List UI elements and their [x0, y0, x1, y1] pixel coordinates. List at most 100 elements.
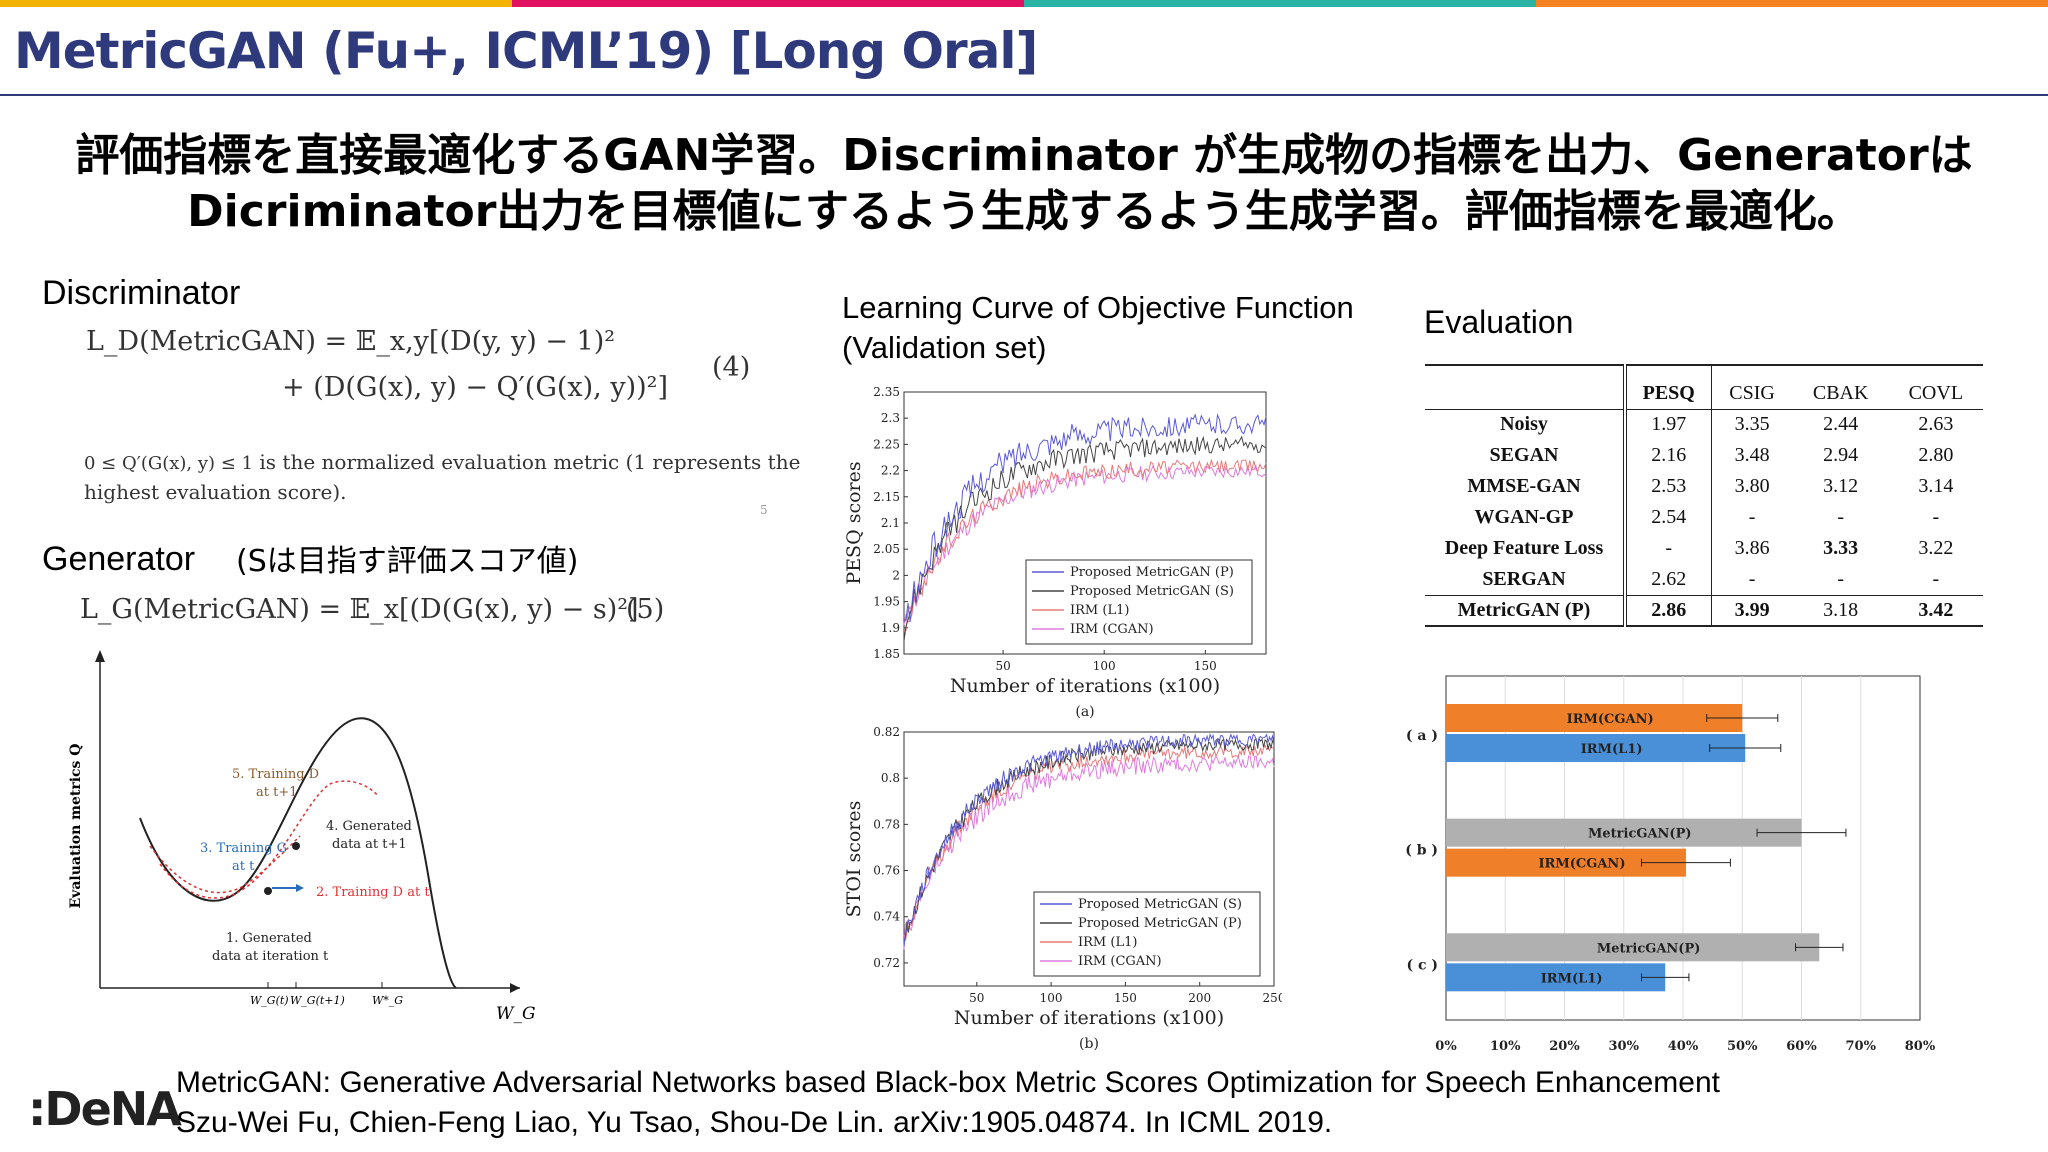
bar-label: IRM(CGAN) — [1538, 857, 1625, 872]
training-diagram: Evaluation metrics Q W_G 5. Training D a… — [68, 650, 536, 1024]
note-text: is the normalized evaluation metric (1 r… — [253, 450, 801, 474]
legend-label: IRM (CGAN) — [1078, 954, 1162, 969]
x-tick-label: 150 — [1114, 991, 1137, 1005]
label-generated-next: 4. Generated — [326, 819, 412, 834]
bar — [1446, 963, 1666, 992]
label-generated: 1. Generated — [226, 931, 312, 946]
learning-curve-heading-1: Learning Curve of Objective Function — [842, 290, 1354, 325]
cell-pesq: 2.53 — [1623, 471, 1711, 502]
bar-label: MetricGAN(P) — [1597, 941, 1701, 956]
title-divider — [0, 94, 2048, 96]
cell-method: WGAN-GP — [1474, 506, 1574, 528]
cell-cbak: 3.33 — [1823, 537, 1859, 559]
bar-label: IRM(CGAN) — [1567, 712, 1654, 727]
cell-pesq: 1.97 — [1623, 409, 1711, 440]
y-tick-label: 0.72 — [873, 956, 900, 970]
generator-aside: (Sは目指す評価スコア値) — [236, 544, 579, 579]
x-tick-label: 50 — [995, 659, 1010, 673]
y-axis-label: PESQ scores — [843, 461, 865, 584]
generator-equation: L_G(MetricGAN) = 𝔼_x[(D(G(x), y) − s)²] — [80, 594, 639, 625]
header-csig: CSIG — [1710, 364, 1793, 410]
table-row: MetricGAN (P) 2.86 3.99 3.18 3.42 — [1425, 594, 1983, 627]
x-tick-label: 250 — [1263, 991, 1282, 1005]
chart-caption: (b) — [1079, 1036, 1099, 1052]
y-tick-label: 1.85 — [873, 647, 900, 661]
bar-x-tick-label: 20% — [1549, 1039, 1580, 1054]
y-tick-label: 1.9 — [881, 621, 900, 635]
bar-x-tick-label: 40% — [1668, 1039, 1699, 1054]
headline: 評価指標を直接最適化するGAN学習。Discriminator が生成物の指標を… — [40, 128, 2008, 240]
generated-point-t — [264, 887, 272, 895]
x-tick-label: 50 — [969, 991, 984, 1005]
label-train-d-next-2: at t+1 — [256, 785, 298, 800]
topbar-segment-yellow — [0, 0, 512, 7]
table-row: MMSE-GAN 2.53 3.80 3.12 3.14 — [1425, 471, 1983, 502]
cell-covl: 2.63 — [1918, 413, 1954, 436]
series-line — [903, 413, 1267, 623]
normalized-metric-note: 0 ≤ Q′(G(x), y) ≤ 1 is the normalized ev… — [84, 448, 804, 507]
cell-cbak: - — [1837, 506, 1844, 528]
y-tick-label: 2.35 — [873, 385, 900, 399]
x-tick-label: 150 — [1194, 659, 1217, 673]
citation-authors: Szu-Wei Fu, Chien-Feng Liao, Yu Tsao, Sh… — [176, 1106, 1333, 1139]
y-tick-label: 2.3 — [881, 411, 900, 425]
y-tick-label: 2.15 — [873, 490, 900, 504]
legend-box — [1033, 891, 1261, 977]
stoi-learning-curve-chart: 0.72 0.74 0.76 0.78 0.8 0.82 50 100 150 200 250 Num… — [843, 726, 1282, 1052]
label-train-d-next: 5. Training D — [232, 767, 319, 782]
y-tick-label: 0.78 — [873, 817, 900, 831]
cell-method: SERGAN — [1482, 567, 1566, 590]
series-line — [903, 458, 1267, 632]
legend-label: Proposed MetricGAN (S) — [1078, 897, 1242, 912]
legend-box — [1025, 559, 1253, 645]
table-header-row: PESQ CSIG CBAK COVL — [1425, 364, 1983, 410]
cell-csig: 3.86 — [1710, 533, 1793, 564]
tick-label-wgt: W_G(t) — [250, 994, 289, 1007]
bar-label: MetricGAN(P) — [1588, 827, 1692, 842]
y-tick-label: 0.82 — [873, 726, 900, 739]
label-train-d: 2. Training D at t — [316, 885, 430, 900]
cell-method: SEGAN — [1489, 444, 1559, 466]
bar-x-tick-label: 10% — [1490, 1039, 1521, 1054]
header-covl: COVL — [1888, 364, 1983, 410]
generator-arrowhead — [296, 884, 304, 892]
cell-cbak: 3.12 — [1823, 475, 1859, 497]
label-train-g: 3. Training G — [200, 841, 287, 856]
chart-caption: (a) — [1075, 704, 1094, 720]
tick-label-wgt1: W_G(t+1) — [290, 994, 345, 1007]
diagram-x-label: W_G — [496, 1004, 536, 1024]
bar-group-label: ( a ) — [1406, 728, 1438, 744]
x-axis-arrowhead — [510, 983, 520, 993]
legend-label: IRM (CGAN) — [1070, 622, 1154, 637]
cell-csig: - — [1710, 502, 1793, 533]
topbar-segment-teal — [1024, 0, 1536, 7]
table-row: SERGAN 2.62 - - - — [1425, 564, 1983, 595]
bar-x-tick-label: 80% — [1905, 1039, 1936, 1054]
cell-cbak: 2.94 — [1823, 444, 1859, 466]
y-tick-label: 0.8 — [881, 771, 900, 785]
y-tick-label: 0.74 — [873, 910, 900, 924]
legend-label: IRM (L1) — [1070, 603, 1129, 618]
series-line — [903, 435, 1267, 641]
legend-label: Proposed MetricGAN (P) — [1070, 565, 1234, 580]
plot-frame — [903, 731, 1275, 987]
bar-x-tick-label: 50% — [1727, 1039, 1758, 1054]
bar-label: IRM(L1) — [1581, 742, 1643, 757]
y-axis-arrowhead — [95, 650, 105, 662]
cell-csig: - — [1710, 564, 1793, 595]
bar — [1446, 933, 1820, 962]
cell-method: MMSE-GAN — [1467, 475, 1581, 497]
bar-x-tick-label: 70% — [1846, 1039, 1877, 1054]
cell-method: Noisy — [1500, 413, 1548, 436]
bar-label: IRM(L1) — [1541, 971, 1603, 986]
cell-method: MetricGAN (P) — [1425, 594, 1625, 627]
label-generated-next-2: data at t+1 — [332, 837, 407, 852]
y-tick-label: 2.1 — [881, 516, 900, 530]
bar-group-label: ( b ) — [1405, 843, 1438, 859]
table-row: Deep Feature Loss - 3.86 3.33 3.22 — [1425, 533, 1983, 564]
table-row: Noisy 1.97 3.35 2.44 2.63 — [1425, 409, 1983, 440]
learning-curve-heading-2: (Validation set) — [842, 330, 1047, 365]
table-row: SEGAN 2.16 3.48 2.94 2.80 — [1425, 440, 1983, 471]
legend-label: Proposed MetricGAN (S) — [1070, 584, 1234, 599]
evaluation-table: PESQ CSIG CBAK COVL Noisy 1.97 3.35 2.44… — [1425, 364, 1983, 627]
